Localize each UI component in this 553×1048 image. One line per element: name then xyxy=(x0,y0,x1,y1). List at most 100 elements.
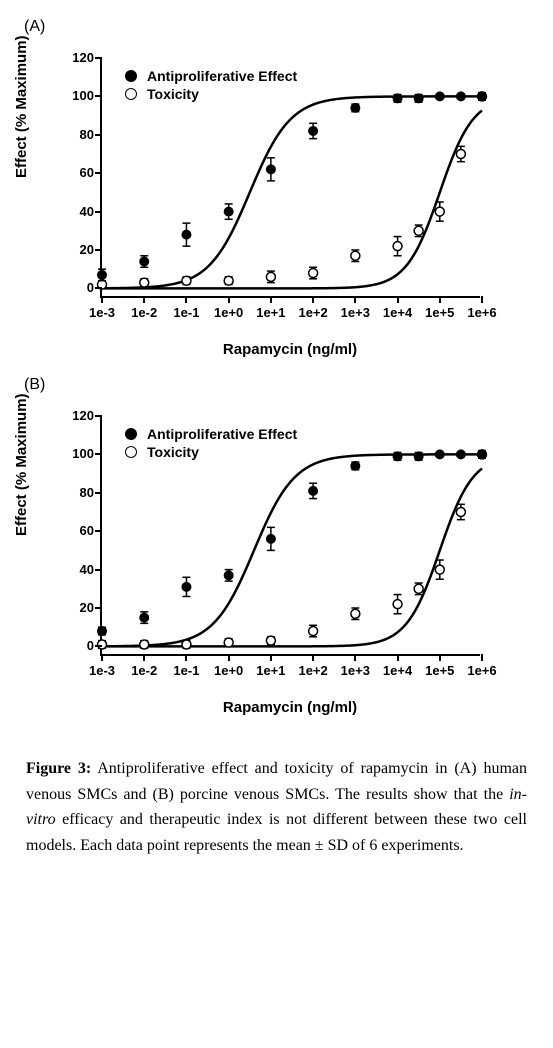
data-point xyxy=(140,256,149,268)
y-tick-mark xyxy=(95,57,102,59)
y-tick-label: 0 xyxy=(62,280,94,295)
caption-text-1: Antiproliferative effect and toxicity of… xyxy=(26,760,527,803)
y-tick-label: 40 xyxy=(62,562,94,577)
x-tick-label: 1e+5 xyxy=(425,305,454,320)
data-point xyxy=(351,250,360,262)
x-tick-label: 1e+2 xyxy=(298,305,327,320)
data-point xyxy=(393,595,402,614)
data-point xyxy=(393,452,402,461)
data-point xyxy=(98,627,107,636)
y-tick-label: 60 xyxy=(62,523,94,538)
x-tick-mark xyxy=(101,654,103,661)
x-tick-label: 1e-3 xyxy=(89,305,115,320)
data-point xyxy=(478,450,487,459)
fit-curve xyxy=(102,454,482,646)
x-tick-mark xyxy=(481,654,483,661)
x-tick-label: 1e-2 xyxy=(131,663,157,678)
x-tick-mark xyxy=(354,296,356,303)
y-tick-mark xyxy=(95,645,102,647)
legend-item: Toxicity xyxy=(125,444,297,460)
data-point xyxy=(266,158,275,181)
x-axis-label: Rapamycin (ng/ml) xyxy=(100,341,480,358)
x-tick-mark xyxy=(228,296,230,303)
data-point xyxy=(309,483,318,498)
legend-item: Antiproliferative Effect xyxy=(125,68,297,84)
x-tick-label: 1e+6 xyxy=(467,663,496,678)
x-tick-mark xyxy=(101,296,103,303)
x-tick-label: 1e+3 xyxy=(341,663,370,678)
x-tick-label: 1e+6 xyxy=(467,305,496,320)
y-tick-mark xyxy=(95,453,102,455)
y-tick-label: 100 xyxy=(62,88,94,103)
x-tick-label: 1e+0 xyxy=(214,305,243,320)
data-point xyxy=(393,237,402,256)
y-tick-label: 40 xyxy=(62,204,94,219)
x-tick-mark xyxy=(270,654,272,661)
x-tick-mark xyxy=(270,296,272,303)
legend-b: Antiproliferative Effect Toxicity xyxy=(125,426,297,462)
x-tick-label: 1e+1 xyxy=(256,305,285,320)
y-tick-mark xyxy=(95,211,102,213)
y-tick-mark xyxy=(95,95,102,97)
x-tick-mark xyxy=(354,654,356,661)
legend-label: Toxicity xyxy=(147,86,199,102)
data-point xyxy=(435,92,444,101)
y-tick-mark xyxy=(95,415,102,417)
data-point xyxy=(393,94,402,103)
chart-a: Effect (% Maximum) 0204060801001201e-31e… xyxy=(30,38,510,368)
y-tick-label: 80 xyxy=(62,127,94,142)
x-tick-label: 1e-2 xyxy=(131,305,157,320)
y-tick-mark xyxy=(95,569,102,571)
data-point xyxy=(224,204,233,219)
x-tick-mark xyxy=(312,296,314,303)
data-point xyxy=(456,450,465,459)
y-axis-label: Effect (% Maximum) xyxy=(13,35,30,178)
data-point xyxy=(351,608,360,620)
legend-marker-open xyxy=(125,88,137,100)
fit-curve xyxy=(102,469,482,647)
figure-caption: Figure 3: Antiproliferative effect and t… xyxy=(26,756,527,858)
y-tick-label: 0 xyxy=(62,638,94,653)
fit-curve xyxy=(102,96,482,288)
x-tick-mark xyxy=(228,654,230,661)
data-point xyxy=(309,267,318,279)
data-point xyxy=(456,146,465,161)
caption-text-2: efficacy and therapeutic index is not di… xyxy=(26,811,527,854)
x-axis-label: Rapamycin (ng/ml) xyxy=(100,699,480,716)
y-tick-label: 100 xyxy=(62,446,94,461)
data-point xyxy=(266,527,275,550)
x-tick-label: 1e+4 xyxy=(383,305,412,320)
y-tick-mark xyxy=(95,607,102,609)
data-point xyxy=(309,625,318,637)
legend-marker-filled xyxy=(125,428,137,440)
data-point xyxy=(456,92,465,101)
x-tick-label: 1e-3 xyxy=(89,663,115,678)
data-point xyxy=(478,92,487,101)
chart-b: Effect (% Maximum) 0204060801001201e-31e… xyxy=(30,396,510,726)
data-point xyxy=(266,271,275,283)
panel-b-label: (B) xyxy=(24,376,533,394)
legend-marker-filled xyxy=(125,70,137,82)
y-tick-label: 20 xyxy=(62,242,94,257)
x-tick-label: 1e+0 xyxy=(214,663,243,678)
data-point xyxy=(140,612,149,624)
legend-label: Toxicity xyxy=(147,444,199,460)
x-tick-mark xyxy=(439,296,441,303)
y-tick-mark xyxy=(95,530,102,532)
data-point xyxy=(414,452,423,461)
y-tick-mark xyxy=(95,492,102,494)
data-point xyxy=(266,636,275,645)
x-tick-label: 1e+4 xyxy=(383,663,412,678)
data-point xyxy=(140,278,149,287)
data-point xyxy=(414,583,423,595)
y-tick-label: 80 xyxy=(62,485,94,500)
y-axis-label: Effect (% Maximum) xyxy=(13,393,30,536)
x-tick-mark xyxy=(439,654,441,661)
y-tick-label: 60 xyxy=(62,165,94,180)
y-tick-mark xyxy=(95,172,102,174)
data-point xyxy=(435,450,444,459)
x-tick-label: 1e+1 xyxy=(256,663,285,678)
x-tick-mark xyxy=(397,296,399,303)
x-tick-label: 1e-1 xyxy=(173,663,199,678)
x-tick-mark xyxy=(143,296,145,303)
